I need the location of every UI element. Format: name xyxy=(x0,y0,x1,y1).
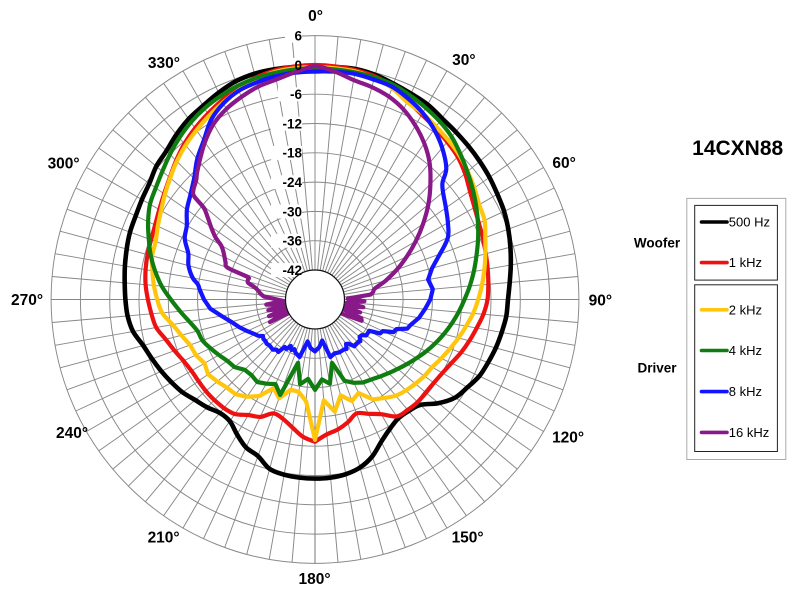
svg-text:500 Hz: 500 Hz xyxy=(729,215,770,230)
svg-text:4 kHz: 4 kHz xyxy=(729,343,762,358)
svg-text:180°: 180° xyxy=(298,571,330,588)
svg-text:Driver: Driver xyxy=(637,360,677,375)
svg-text:120°: 120° xyxy=(552,429,584,446)
svg-text:-12: -12 xyxy=(282,116,302,131)
svg-text:60°: 60° xyxy=(552,155,575,172)
svg-text:0: 0 xyxy=(294,58,302,73)
svg-text:300°: 300° xyxy=(48,155,80,172)
svg-text:-18: -18 xyxy=(282,146,302,161)
svg-text:2 kHz: 2 kHz xyxy=(729,302,762,317)
svg-text:1 kHz: 1 kHz xyxy=(729,255,762,270)
svg-text:90°: 90° xyxy=(589,292,612,309)
svg-text:210°: 210° xyxy=(148,529,180,546)
svg-text:-30: -30 xyxy=(282,204,302,219)
svg-text:-6: -6 xyxy=(290,87,302,102)
svg-text:0°: 0° xyxy=(308,8,323,25)
svg-text:14CXN88: 14CXN88 xyxy=(692,137,783,160)
svg-text:6: 6 xyxy=(294,29,302,44)
svg-text:-36: -36 xyxy=(282,234,302,249)
svg-text:150°: 150° xyxy=(452,529,484,546)
svg-text:240°: 240° xyxy=(56,425,88,442)
svg-text:Woofer: Woofer xyxy=(634,235,681,250)
svg-text:30°: 30° xyxy=(452,52,475,69)
svg-text:-24: -24 xyxy=(282,175,302,190)
svg-text:330°: 330° xyxy=(148,55,180,72)
svg-text:270°: 270° xyxy=(11,292,43,309)
svg-text:16 kHz: 16 kHz xyxy=(729,425,769,440)
svg-text:8 kHz: 8 kHz xyxy=(729,384,762,399)
svg-text:-42: -42 xyxy=(282,263,302,278)
